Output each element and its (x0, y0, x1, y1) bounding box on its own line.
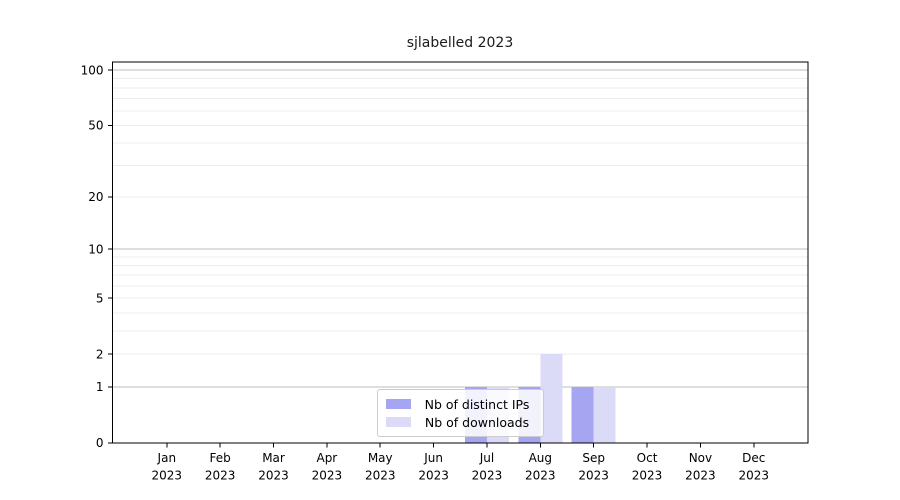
y-tick-label: 50 (88, 118, 103, 132)
x-tick-label-year: 2023 (365, 469, 396, 483)
x-tick-label-year: 2023 (525, 469, 556, 483)
bar-distinct-ips (571, 386, 594, 443)
x-tick-label-year: 2023 (685, 469, 716, 483)
x-tick-label-month: Jan (157, 451, 177, 465)
x-tick-label-month: Apr (316, 451, 337, 465)
y-tick-label: 20 (88, 190, 103, 204)
x-tick-label-month: Feb (210, 451, 231, 465)
x-tick-label-month: Nov (689, 451, 712, 465)
x-tick-label-month: Dec (742, 451, 765, 465)
x-tick-label-month: May (368, 451, 393, 465)
y-tick-label: 10 (88, 242, 103, 256)
x-tick-label-month: Aug (529, 451, 552, 465)
bar-downloads (593, 386, 616, 443)
legend: Nb of distinct IPs Nb of downloads (377, 389, 544, 437)
x-tick-label-year: 2023 (632, 469, 663, 483)
y-tick-label: 0 (96, 436, 104, 450)
x-tick-label-month: Sep (582, 451, 605, 465)
chart-title: sjlabelled 2023 (406, 35, 514, 51)
plot-border (112, 61, 809, 444)
legend-label-distinct-ips: Nb of distinct IPs (424, 396, 530, 412)
x-tick-label-year: 2023 (258, 469, 289, 483)
legend-swatch-downloads-icon (386, 417, 411, 427)
x-tick-label-year: 2023 (578, 469, 609, 483)
x-tick-label-year: 2023 (738, 469, 769, 483)
x-tick-label-year: 2023 (205, 469, 236, 483)
legend-item-downloads: Nb of downloads (386, 413, 534, 431)
legend-swatch-distinct-ips-icon (386, 399, 411, 409)
legend-item-distinct-ips: Nb of distinct IPs (386, 395, 534, 413)
x-tick-label-month: Jul (479, 451, 494, 465)
x-tick-label-month: Jun (423, 451, 443, 465)
y-tick-label: 2 (96, 347, 104, 361)
x-tick-label-year: 2023 (472, 469, 503, 483)
x-tick-label-month: Mar (262, 451, 285, 465)
legend-label-downloads: Nb of downloads (424, 414, 530, 430)
x-tick-label-year: 2023 (418, 469, 449, 483)
bar-downloads (540, 354, 563, 443)
y-tick-label: 100 (81, 63, 104, 77)
y-tick-label: 1 (96, 380, 104, 394)
y-tick-label: 5 (96, 291, 104, 305)
x-tick-label-month: Oct (637, 451, 658, 465)
x-tick-label-year: 2023 (312, 469, 343, 483)
x-tick-label-year: 2023 (152, 469, 183, 483)
